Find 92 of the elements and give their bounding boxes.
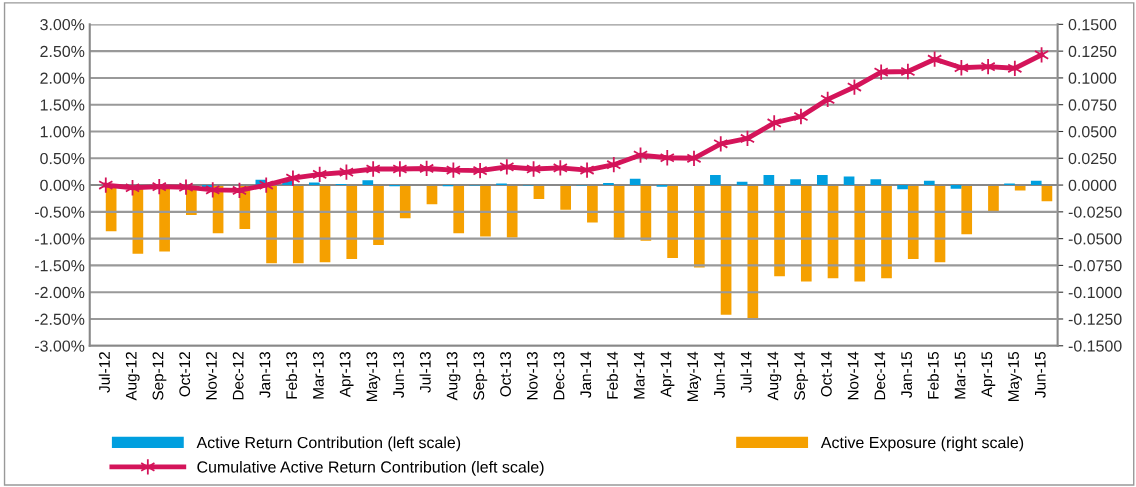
x-tick-label: Jul-13 — [419, 351, 431, 393]
x-tick-label: Oct-14 — [820, 351, 832, 397]
point — [820, 90, 836, 108]
x-tick-label: Dec-14 — [874, 351, 886, 400]
x-tick-label: Jul-12 — [98, 352, 110, 393]
point — [445, 161, 461, 179]
x-tick-label: Nov-14 — [847, 351, 859, 400]
x-tick-label: Jun-14 — [714, 351, 725, 398]
point — [579, 161, 595, 179]
y-tick-label: -1.50% — [34, 260, 85, 272]
y-tick-label: -3.00% — [34, 340, 85, 352]
point — [365, 160, 381, 178]
x-tick-label: Aug-13 — [446, 351, 461, 401]
y-tick-label: 1.50% — [40, 99, 85, 111]
point — [98, 176, 114, 194]
y-tick-label: 1.00% — [40, 126, 85, 138]
x-tick-label: Feb-15 — [927, 351, 939, 399]
x-tick-label: Jan-14 — [580, 351, 592, 398]
point — [713, 135, 729, 153]
point — [606, 156, 622, 174]
x-tick-label: Sep-13 — [473, 351, 488, 400]
y2-tick-label: 0.0750 — [1068, 99, 1117, 111]
x-tick-label: May-15 — [1008, 351, 1022, 402]
x-tick-label: Jan-13 — [259, 351, 271, 398]
y2-tick-label: -0.1250 — [1068, 313, 1122, 325]
point — [873, 63, 889, 81]
x-tick-label: Apr-15 — [981, 351, 996, 398]
x-tick-label: Dec-13 — [553, 351, 565, 400]
point — [686, 149, 702, 167]
point — [472, 162, 488, 180]
y-tick-label: -2.00% — [34, 286, 85, 299]
x-tick-label: Aug-12 — [125, 352, 140, 401]
y2-tick-label: 0.0250 — [1068, 152, 1117, 165]
y-tick-label: 3.00% — [40, 18, 85, 31]
point — [205, 181, 221, 199]
legend-label: Active Return Contribution (left scale) — [196, 436, 461, 452]
y2-tick-label: -0.1000 — [1068, 286, 1122, 299]
y2-tick-label: 0.1250 — [1068, 45, 1117, 58]
x-tick-label: May-13 — [366, 351, 381, 402]
point — [151, 178, 167, 196]
y-tick-label: -2.50% — [34, 313, 85, 325]
point — [552, 159, 568, 177]
x-tick-label: Jul-14 — [740, 351, 752, 393]
y-tick-label: 0.00% — [40, 179, 85, 191]
point — [312, 165, 328, 183]
point — [258, 176, 274, 194]
x-tick-label: Oct-13 — [500, 351, 511, 397]
legend-label: Active Exposure (right scale) — [820, 436, 1024, 452]
x-tick-label: Mar-14 — [633, 351, 645, 399]
point — [980, 58, 996, 76]
x-tick-label: Jun-13 — [393, 351, 404, 398]
y2-tick-label: 0.1000 — [1068, 72, 1117, 84]
legend-label: Cumulative Active Return Contribution (left scale) — [197, 460, 544, 476]
x-tick-label: Feb-14 — [606, 351, 618, 399]
x-tick-label: Jan-15 — [901, 351, 912, 398]
y2-tick-label: -0.1500 — [1068, 340, 1122, 352]
y-tick-label: -1.00% — [34, 233, 85, 245]
point — [927, 50, 943, 68]
x-tick-label: Sep-14 — [794, 351, 809, 400]
x-tick-label: Mar-13 — [312, 351, 324, 399]
x-tick-label: Nov-12 — [206, 352, 217, 400]
point — [392, 160, 408, 178]
y-tick-label: 2.00% — [40, 72, 85, 84]
point — [793, 107, 809, 126]
x-tick-label: Jun-15 — [1035, 351, 1046, 398]
y2-tick-label: 0.1500 — [1068, 18, 1117, 31]
point — [419, 159, 435, 177]
y2-tick-label: 0.0500 — [1068, 126, 1117, 138]
x-tick-label: Dec-12 — [232, 352, 244, 400]
y2-tick-label: 0.0000 — [1068, 179, 1117, 191]
x-tick-label: Aug-14 — [767, 351, 782, 401]
x-tick-label: May-14 — [687, 351, 702, 402]
y-tick-label: -0.50% — [34, 206, 85, 218]
x-tick-label: Feb-13 — [285, 351, 298, 399]
y2-tick-label: -0.0750 — [1068, 260, 1122, 272]
point — [1007, 59, 1023, 77]
y-tick-label: 2.50% — [40, 45, 85, 58]
point — [285, 169, 301, 187]
y2-tick-label: -0.0250 — [1068, 206, 1122, 218]
point — [659, 149, 675, 167]
x-tick-label: Sep-12 — [152, 352, 167, 400]
y-tick-label: 0.50% — [40, 152, 85, 165]
x-tick-label: Apr-13 — [339, 351, 354, 398]
y2-tick-label: -0.0500 — [1068, 233, 1122, 245]
x-tick-label: Mar-15 — [954, 351, 966, 399]
point — [953, 59, 969, 77]
point — [499, 158, 515, 176]
point — [766, 114, 782, 132]
point — [900, 62, 916, 81]
x-tick-label: Nov-13 — [526, 351, 538, 400]
x-tick-label: Oct-12 — [179, 352, 191, 397]
x-tick-label: Apr-14 — [660, 351, 675, 398]
